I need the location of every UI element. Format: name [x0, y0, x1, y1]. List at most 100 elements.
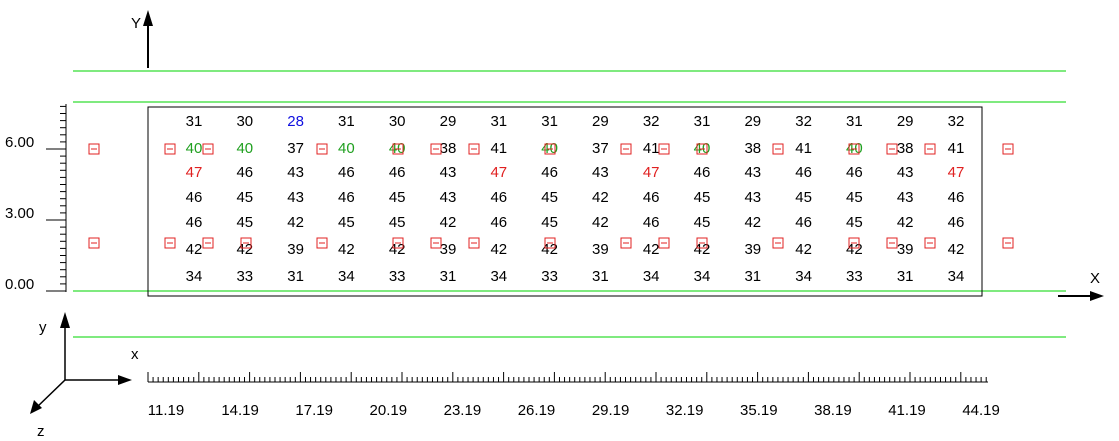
cell-value: 43: [592, 164, 609, 181]
cell-value: 42: [744, 214, 761, 231]
marker-icon: [848, 143, 860, 155]
cell-value: 47: [948, 164, 965, 181]
cell-value: 43: [287, 164, 304, 181]
cell-value: 33: [389, 268, 406, 285]
marker-icon: [696, 143, 708, 155]
cell-value: 46: [338, 164, 355, 181]
marker-icon: [430, 237, 442, 249]
cell-value: 46: [490, 189, 507, 206]
marker-icon: [468, 237, 480, 249]
cell-value: 29: [440, 113, 457, 130]
triad-arrow: [118, 375, 132, 385]
marker-icon: [544, 143, 556, 155]
cell-value: 43: [744, 164, 761, 181]
cell-value: 39: [592, 241, 609, 258]
cell-value: 40: [186, 140, 203, 157]
y-axis-label: Y: [131, 15, 141, 32]
marker-icon: [430, 143, 442, 155]
cell-value: 32: [795, 113, 812, 130]
cell-value: 42: [490, 241, 507, 258]
cell-value: 34: [490, 268, 507, 285]
cell-value: 43: [287, 189, 304, 206]
cell-value: 39: [440, 241, 457, 258]
cell-value: 46: [846, 164, 863, 181]
cell-value: 37: [592, 140, 609, 157]
marker-icon: [1002, 143, 1014, 155]
cell-value: 31: [338, 113, 355, 130]
cell-value: 30: [236, 113, 253, 130]
x-ruler-label: 29.19: [592, 402, 630, 419]
cell-value: 31: [897, 268, 914, 285]
cell-value: 46: [948, 189, 965, 206]
marker-icon: [202, 237, 214, 249]
marker-icon: [392, 143, 404, 155]
cell-value: 42: [338, 241, 355, 258]
cell-value: 46: [795, 214, 812, 231]
cell-value: 45: [846, 214, 863, 231]
cell-value: 40: [338, 140, 355, 157]
cell-value: 31: [592, 268, 609, 285]
cell-value: 33: [541, 268, 558, 285]
cell-value: 46: [694, 164, 711, 181]
cell-value: 45: [694, 189, 711, 206]
cell-value: 42: [287, 214, 304, 231]
cell-value: 43: [440, 164, 457, 181]
cell-value: 34: [795, 268, 812, 285]
cell-value: 31: [490, 113, 507, 130]
marker-icon: [772, 143, 784, 155]
cell-value: 43: [897, 164, 914, 181]
marker-icon: [658, 143, 670, 155]
triad-label: z: [37, 423, 45, 440]
cell-value: 45: [236, 189, 253, 206]
cell-value: 41: [490, 140, 507, 157]
cell-value: 47: [490, 164, 507, 181]
cell-value: 34: [694, 268, 711, 285]
cell-value: 42: [643, 241, 660, 258]
cell-value: 45: [846, 189, 863, 206]
x-ruler-label: 35.19: [740, 402, 778, 419]
x-axis-label: X: [1090, 270, 1100, 287]
marker-icon: [392, 237, 404, 249]
cell-value: 46: [236, 164, 253, 181]
x-ruler-label: 26.19: [518, 402, 556, 419]
frame: [147, 106, 983, 297]
x-ruler-label: 38.19: [814, 402, 852, 419]
cell-value: 42: [592, 214, 609, 231]
cell-value: 33: [236, 268, 253, 285]
cell-value: 31: [744, 268, 761, 285]
cell-value: 43: [744, 189, 761, 206]
cell-value: 45: [541, 189, 558, 206]
cell-value: 29: [592, 113, 609, 130]
cell-value: 31: [186, 113, 203, 130]
cell-value: 41: [795, 140, 812, 157]
cell-value: 30: [389, 113, 406, 130]
cell-value: 40: [236, 140, 253, 157]
marker-icon: [924, 143, 936, 155]
cell-value: 39: [897, 241, 914, 258]
cell-value: 46: [948, 214, 965, 231]
cell-value: 32: [948, 113, 965, 130]
cell-value: 29: [744, 113, 761, 130]
cell-value: 31: [694, 113, 711, 130]
cell-value: 45: [338, 214, 355, 231]
marker-icon: [88, 143, 100, 155]
x-ruler-label: 11.19: [148, 402, 184, 419]
cell-value: 34: [338, 268, 355, 285]
cell-value: 28: [287, 113, 304, 130]
cell-value: 33: [846, 268, 863, 285]
cell-value: 46: [795, 164, 812, 181]
cell-value: 46: [186, 189, 203, 206]
marker-icon: [620, 143, 632, 155]
cell-value: 47: [186, 164, 203, 181]
marker-icon: [544, 237, 556, 249]
marker-icon: [240, 237, 252, 249]
x-ruler-label: 41.19: [888, 402, 926, 419]
cell-value: 38: [744, 140, 761, 157]
triad-arrow: [60, 312, 70, 328]
cell-value: 29: [897, 113, 914, 130]
y-arrow: [143, 10, 153, 26]
cell-value: 42: [440, 214, 457, 231]
cell-value: 45: [541, 214, 558, 231]
cell-value: 47: [643, 164, 660, 181]
